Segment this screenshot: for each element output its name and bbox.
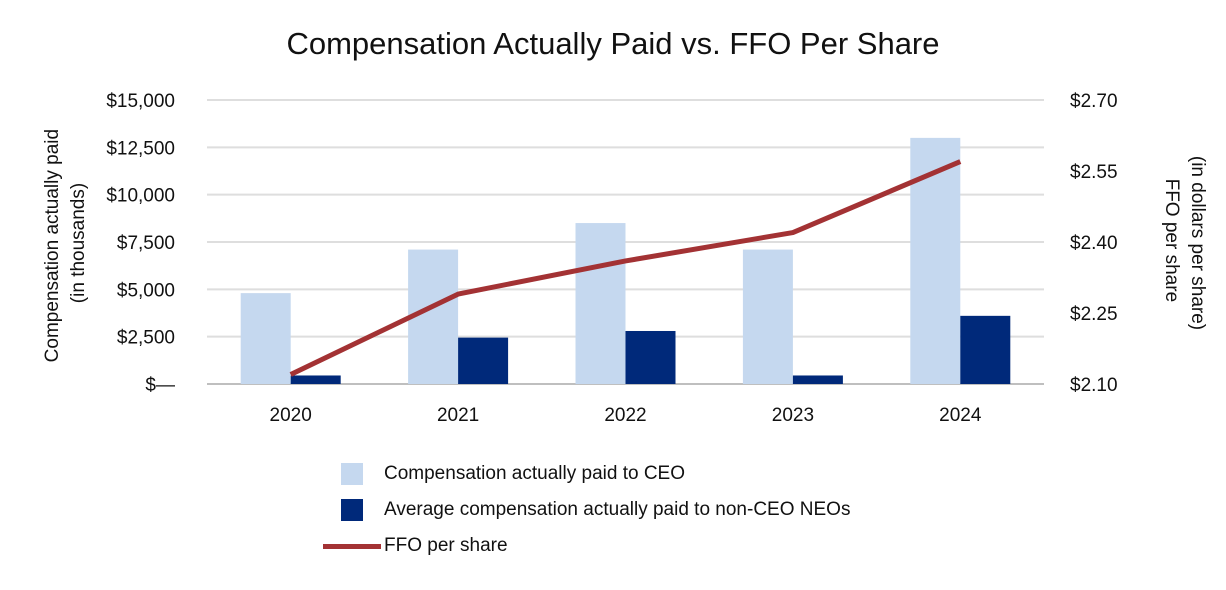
right-tick-label: $2.55 [1070, 162, 1118, 183]
legend-item-ffo: FFO per share [320, 528, 850, 564]
bar-ceo-2020 [240, 293, 291, 384]
legend-label-ffo: FFO per share [384, 535, 508, 556]
left-tick-label: $5,000 [117, 280, 175, 301]
legend-swatch-ffo [323, 543, 381, 549]
left-axis-title-line2: (in thousands) [68, 183, 89, 303]
legend-label-ceo: Compensation actually paid to CEO [384, 463, 685, 484]
left-tick-label: $10,000 [106, 186, 175, 207]
left-axis-title-line1: Compensation actually paid [42, 129, 63, 362]
right-tick-label: $2.40 [1070, 233, 1118, 254]
left-tick-label: $12,500 [106, 138, 175, 159]
legend-swatch-neo [341, 499, 363, 521]
bar-neo-2021 [458, 337, 509, 384]
x-tick-label: 2024 [939, 405, 982, 426]
left-axis-ticks: $— $2,500 $5,000 $7,500 $10,000 $12,500 $15,00… [106, 91, 175, 396]
x-axis-ticks: 2020 2021 2022 2023 2024 [270, 405, 982, 426]
legend-item-ceo: Compensation actually paid to CEO [320, 456, 850, 492]
x-tick-label: 2022 [604, 405, 646, 426]
x-tick-label: 2021 [437, 405, 479, 426]
legend-swatch-ceo [341, 463, 363, 485]
bar-neo-2022 [625, 330, 676, 384]
left-tick-label: $15,000 [106, 91, 175, 112]
right-tick-label: $2.25 [1070, 304, 1118, 325]
right-axis-title: FFO per share (in dollars per share) [1161, 156, 1208, 330]
right-tick-label: $2.10 [1070, 375, 1118, 396]
bar-neo-2020 [290, 375, 341, 384]
right-axis-ticks: $2.10 $2.25 $2.40 $2.55 $2.70 [1070, 91, 1118, 396]
x-tick-label: 2023 [772, 405, 814, 426]
chart-title: Compensation Actually Paid vs. FFO Per S… [286, 26, 940, 61]
left-axis-title: Compensation actually paid (in thousands… [42, 124, 89, 363]
bar-neo-2024 [960, 315, 1011, 384]
left-tick-label: $2,500 [117, 328, 175, 349]
bar-neo-2023 [792, 375, 843, 384]
legend-label-neo: Average compensation actually paid to no… [384, 499, 851, 520]
right-tick-label: $2.70 [1070, 91, 1118, 112]
right-axis-title-line2: (in dollars per share) [1187, 156, 1208, 330]
bar-ceo-2023 [742, 249, 793, 384]
right-axis-title-line1: FFO per share [1161, 179, 1182, 303]
legend-item-neo: Average compensation actually paid to no… [320, 492, 850, 528]
bar-ceo-2022 [575, 223, 626, 384]
ffo-line [289, 159, 962, 377]
left-tick-label: $7,500 [117, 233, 175, 254]
x-tick-label: 2020 [270, 405, 312, 426]
legend: Compensation actually paid to CEO Averag… [320, 456, 850, 564]
left-tick-label: $— [145, 375, 175, 396]
